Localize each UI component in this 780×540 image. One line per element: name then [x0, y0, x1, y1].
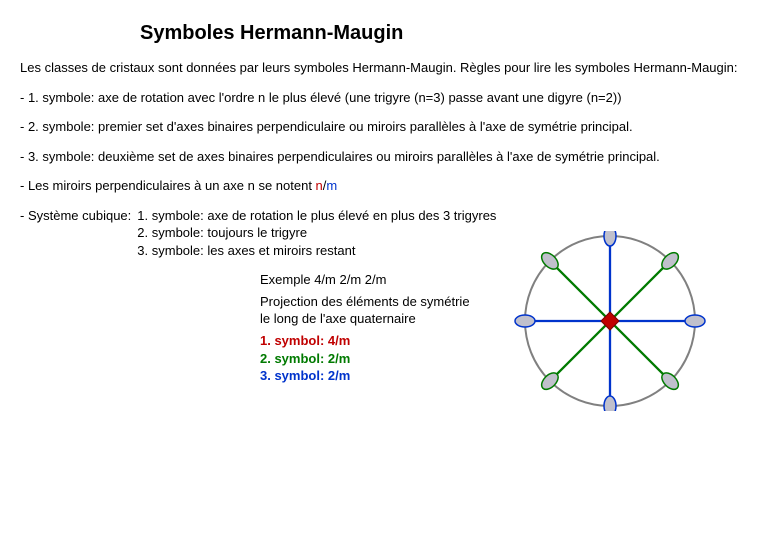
- symmetry-diagram: [490, 231, 730, 411]
- cubique-list: 1. symbole: axe de rotation le plus élev…: [137, 207, 496, 260]
- rule-4-n: n: [316, 178, 323, 193]
- cubique-item-3: 3. symbole: les axes et miroirs restant: [137, 242, 496, 260]
- example-line-2: Projection des éléments de symétrie le l…: [260, 293, 480, 328]
- rule-1: - 1. symbole: axe de rotation avec l'ord…: [20, 89, 760, 107]
- example-symbol-list: 1. symbol: 4/m 2. symbol: 2/m 3. symbol:…: [260, 332, 480, 385]
- example-text: Exemple 4/m 2/m 2/m Projection des éléme…: [260, 271, 480, 451]
- rule-4-pre: - Les miroirs perpendiculaires à un axe …: [20, 178, 316, 193]
- page-title: Symboles Hermann-Maugin: [20, 20, 760, 47]
- rule-2: - 2. symbole: premier set d'axes binaire…: [20, 118, 760, 136]
- example-symbol-1: 1. symbol: 4/m: [260, 332, 480, 350]
- example-section: Exemple 4/m 2/m 2/m Projection des éléme…: [20, 271, 760, 451]
- cubique-label: - Système cubique:: [20, 207, 131, 260]
- example-symbol-2: 2. symbol: 2/m: [260, 350, 480, 368]
- example-line-1: Exemple 4/m 2/m 2/m: [260, 271, 480, 289]
- cubique-item-2: 2. symbole: toujours le trigyre: [137, 224, 496, 242]
- example-symbol-3: 3. symbol: 2/m: [260, 367, 480, 385]
- intro-text: Les classes de cristaux sont données par…: [20, 59, 760, 77]
- rule-4-m: m: [326, 178, 337, 193]
- rule-4: - Les miroirs perpendiculaires à un axe …: [20, 177, 760, 195]
- rule-3: - 3. symbole: deuxième set de axes binai…: [20, 148, 760, 166]
- cubique-item-1: 1. symbole: axe de rotation le plus élev…: [137, 207, 496, 225]
